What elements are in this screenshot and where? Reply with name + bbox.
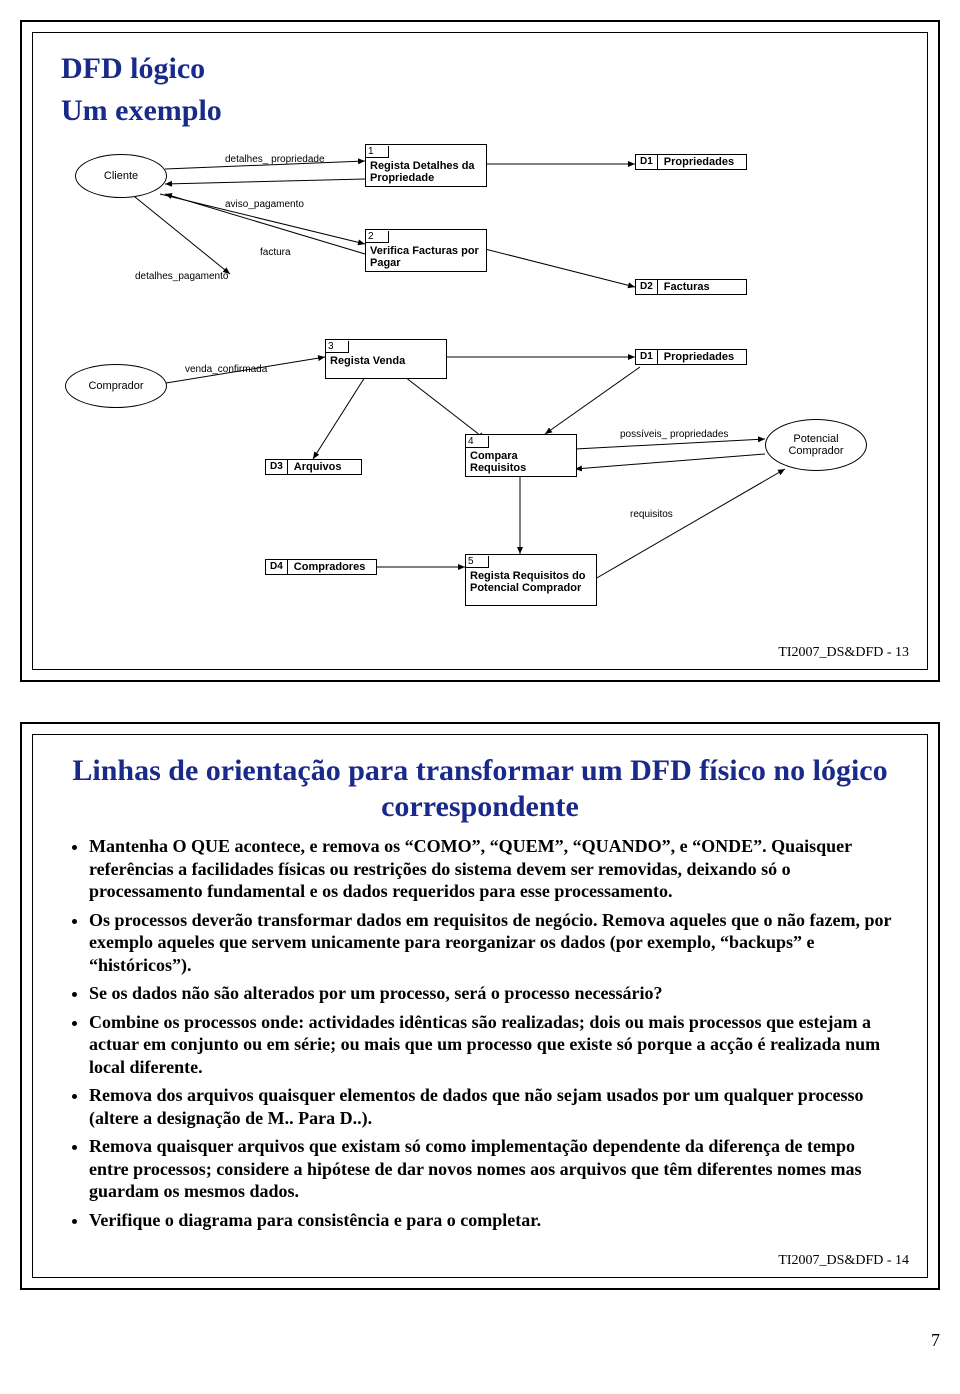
slide-title: Linhas de orientação para transformar um… [61,753,899,825]
slide-footer: TI2007_DS&DFD - 14 [778,1253,909,1269]
bullet-item: Remova quaisquer arquivos que existam só… [89,1135,899,1203]
flow-arrow [595,469,785,579]
entity-cliente: Cliente [75,154,167,198]
datastore-label: Propriedades [658,350,740,364]
process-number: 5 [466,556,489,568]
flow-label: aviso_pagamento [225,199,304,210]
entity-potencial: Potencial Comprador [765,419,867,471]
datastore-D2-1: D2Facturas [635,279,747,295]
dfd-diagram: ClienteCompradorPotencial Comprador1Regi… [65,139,895,629]
slide-13: DFD lógico Um exemplo Cliente Comprador Po… [20,20,940,682]
slide-subtitle: Um exemplo [61,93,899,129]
bullet-item: Verifique o diagrama para consistência e… [89,1209,899,1232]
flow-label: detalhes_pagamento [135,271,228,282]
process-label: Regista Detalhes da Propriedade [366,158,486,186]
flow-arrow [485,249,635,287]
flow-label: venda_confirmada [185,364,267,375]
entity-comprador: Comprador [65,364,167,408]
flow-arrow [165,179,365,184]
datastore-label: Propriedades [658,155,740,169]
process-label: Regista Requisitos do Potencial Comprado… [466,568,596,596]
datastore-id: D3 [266,460,288,474]
flow-arrow [575,454,765,469]
datastore-D1-0: D1Propriedades [635,154,747,170]
process-3: 3Regista Venda [325,339,447,379]
process-number: 1 [366,146,389,158]
flow-label: requisitos [630,509,673,520]
datastore-label: Facturas [658,280,716,294]
slide-14: Linhas de orientação para transformar um… [20,722,940,1290]
datastore-D1-2: D1Propriedades [635,349,747,365]
bullet-item: Combine os processos onde: actividades i… [89,1011,899,1079]
process-2: 2Verifica Facturas por Pagar [365,229,487,272]
process-label: Regista Venda [326,353,446,369]
process-label: Compara Requisitos [466,448,576,476]
datastore-id: D4 [266,560,288,574]
slide-footer: TI2007_DS&DFD - 13 [778,645,909,661]
datastore-D3-3: D3Arquivos [265,459,362,475]
flow-arrow [575,439,765,449]
slide-inner: DFD lógico Um exemplo Cliente Comprador Po… [32,32,928,670]
slide-title: DFD lógico [61,51,899,87]
datastore-D4-4: D4Compradores [265,559,377,575]
datastore-label: Compradores [288,560,372,574]
flow-label: possíveis_ propriedades [620,429,728,440]
flow-arrow [135,197,230,274]
process-label: Verifica Facturas por Pagar [366,243,486,271]
process-4: 4Compara Requisitos [465,434,577,477]
process-5: 5Regista Requisitos do Potencial Comprad… [465,554,597,606]
flow-label: detalhes_ propriedade [225,154,325,165]
flow-arrow [405,377,485,439]
bullet-item: Remova dos arquivos quaisquer elementos … [89,1084,899,1129]
process-1: 1Regista Detalhes da Propriedade [365,144,487,187]
bullet-item: Se os dados não são alterados por um pro… [89,982,899,1005]
process-number: 2 [366,231,389,243]
bullet-list: Mantenha O QUE acontece, e remova os “CO… [61,835,899,1231]
page-number: 7 [20,1330,940,1351]
flow-label: factura [260,247,291,258]
bullet-item: Os processos deverão transformar dados e… [89,909,899,977]
datastore-id: D2 [636,280,658,294]
flow-arrow [545,367,640,434]
bullet-item: Mantenha O QUE acontece, e remova os “CO… [89,835,899,903]
process-number: 4 [466,436,489,448]
process-number: 3 [326,341,349,353]
datastore-label: Arquivos [288,460,348,474]
flow-arrow [313,377,365,459]
slide-inner: Linhas de orientação para transformar um… [32,734,928,1278]
datastore-id: D1 [636,350,658,364]
datastore-id: D1 [636,155,658,169]
